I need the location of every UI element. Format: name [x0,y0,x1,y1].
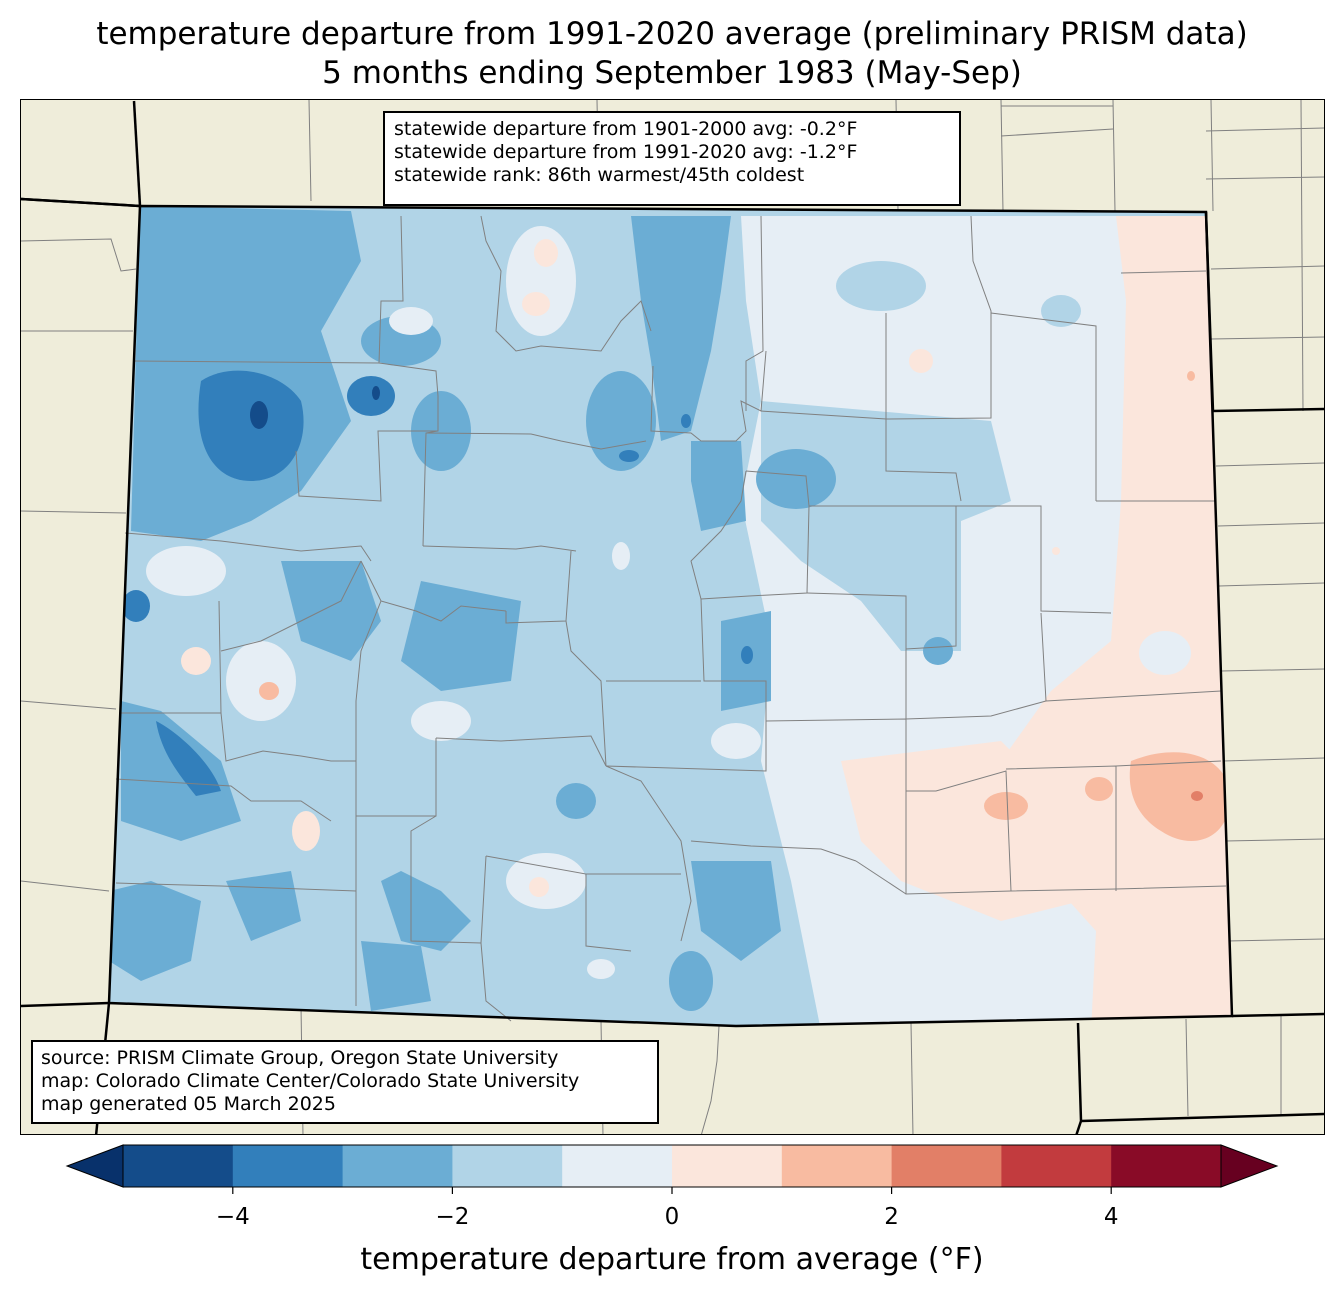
temperature-field [109,206,1232,1026]
source-line-map: map: Colorado Climate Center/Colorado St… [41,1070,580,1092]
map-title-line-1: temperature departure from 1991-2020 ave… [96,16,1248,52]
colorbar-bin [672,1145,783,1187]
colorado-temperature-map [21,100,1324,1134]
colorbar-label: temperature departure from average (°F) [360,1242,984,1277]
colorbar-bin [1001,1145,1112,1187]
source-line-generated: map generated 05 March 2025 [41,1093,336,1115]
colorado-border [107,204,1234,1028]
colorbar-under-arrow [65,1144,124,1188]
colorbar-tick-label: −4 [216,1204,250,1230]
stat-rank: statewide rank: 86th warmest/45th coldes… [394,164,805,186]
stat-departure-1991-2020: statewide departure from 1991-2020 avg: … [394,141,858,163]
colorbar-tick-label: 2 [884,1204,899,1230]
statewide-stats-box: statewide departure from 1901-2000 avg: … [383,111,961,206]
source-line-prism: source: PRISM Climate Group, Oregon Stat… [41,1047,559,1069]
colorbar-bin [781,1145,893,1187]
colorbar-tick-label: 4 [1104,1204,1119,1230]
colorbar-bin [891,1145,1002,1187]
map-panel [20,99,1325,1135]
colorbar-over-arrow [1220,1144,1279,1188]
stat-departure-1901-2000: statewide departure from 1901-2000 avg: … [394,118,858,140]
colorbar-tick-label: −2 [435,1204,469,1230]
colorbar-bin [1111,1145,1222,1187]
map-title-line-2: 5 months ending September 1983 (May-Sep) [322,55,1022,91]
colorbar-bin [562,1145,673,1187]
colorbar: −4 −2 0 2 4 [65,1144,1279,1230]
colorbar-tick-label: 0 [665,1204,680,1230]
colorbar-bin [232,1145,344,1187]
source-box: source: PRISM Climate Group, Oregon Stat… [31,1040,659,1124]
county-lines [115,215,1227,1022]
colorbar-ticks: −4 −2 0 2 4 [216,1187,1119,1230]
colorbar-bin [123,1145,234,1187]
state-borders [21,100,1324,1134]
colorbar-bin [342,1145,453,1187]
colorbar-bin [452,1145,563,1187]
colorbar-bins [123,1145,1222,1187]
